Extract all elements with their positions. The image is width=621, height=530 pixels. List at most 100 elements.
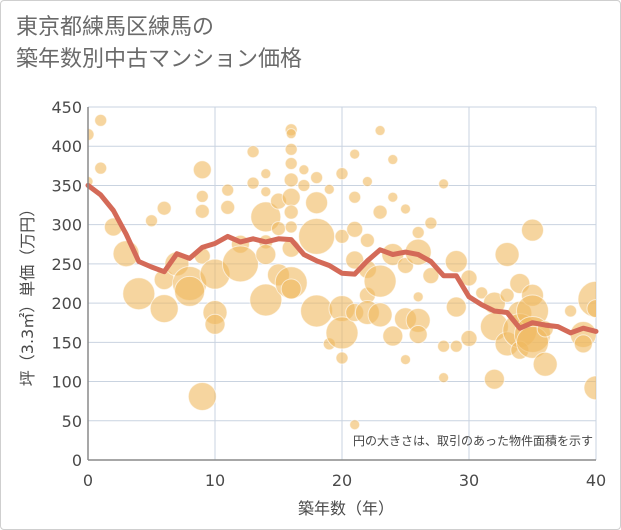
data-bubble: [372, 204, 388, 220]
data-bubble: [445, 296, 467, 318]
data-bubble: [88, 127, 95, 141]
y-tick-label: 50: [62, 412, 82, 431]
data-bubble: [156, 200, 172, 216]
data-bubble: [345, 250, 365, 270]
data-bubble: [400, 203, 411, 215]
chart-title-line-1: 東京都練馬区練馬の: [16, 15, 215, 40]
data-bubble: [346, 220, 364, 238]
data-bubble: [438, 372, 450, 384]
data-bubble: [521, 218, 544, 242]
y-axis-title: 坪（3.3㎡）単価（万円）: [18, 201, 37, 386]
data-bubble: [583, 375, 596, 401]
data-bubble: [408, 324, 428, 344]
data-bubble: [438, 178, 450, 190]
data-bubble: [149, 294, 179, 324]
data-bubble: [284, 220, 298, 234]
data-bubble: [283, 204, 299, 220]
data-bubble: [204, 313, 226, 335]
data-bubble: [298, 217, 336, 255]
data-bubble: [444, 250, 468, 274]
data-bubble: [475, 286, 489, 300]
chart-title-line-2: 築年数別中古マンション価格: [16, 47, 303, 72]
data-bubble: [412, 291, 424, 303]
data-bubble: [194, 203, 210, 219]
data-bubble: [387, 154, 399, 166]
data-bubble: [221, 245, 259, 283]
data-bubble: [122, 277, 156, 311]
data-bubble: [310, 171, 324, 185]
data-bubble: [564, 304, 578, 318]
data-bubble: [483, 368, 505, 390]
data-bubble: [499, 287, 515, 303]
data-bubble: [348, 190, 362, 204]
data-bubble: [187, 381, 217, 411]
y-tick-label: 300: [51, 216, 82, 235]
data-bubble: [359, 232, 375, 248]
y-tick-label: 400: [51, 137, 82, 156]
data-bubble: [387, 191, 399, 203]
data-bubble: [586, 299, 596, 319]
data-bubble: [284, 142, 298, 156]
data-bubble: [361, 176, 373, 188]
chart-title: 東京都練馬区練馬の築年数別中古マンション価格: [16, 12, 302, 76]
bubble-size-note: 円の大きさは、取引のあった物件面積を示す: [353, 433, 593, 448]
x-tick-label: 20: [332, 471, 352, 490]
y-tick-label: 100: [51, 373, 82, 392]
data-bubble: [298, 164, 310, 176]
data-bubble: [283, 172, 299, 188]
data-bubble: [400, 354, 411, 366]
data-bubble: [94, 113, 108, 127]
data-bubble: [260, 168, 272, 180]
data-bubble: [221, 183, 235, 197]
x-tick-label: 10: [205, 471, 225, 490]
data-bubble: [532, 351, 558, 377]
data-bubble: [411, 226, 425, 240]
data-bubble: [246, 145, 260, 159]
data-bubble: [174, 275, 206, 307]
data-bubble: [449, 339, 463, 353]
data-bubble: [367, 302, 393, 328]
x-axis-title: 築年数（年）: [298, 499, 394, 518]
data-bubble: [271, 221, 286, 237]
data-bubble: [260, 186, 272, 198]
y-tick-label: 200: [51, 294, 82, 313]
data-bubble: [300, 294, 334, 328]
data-bubble: [573, 334, 593, 354]
data-bubble: [424, 216, 438, 230]
data-bubble: [94, 161, 108, 175]
data-bubble: [422, 267, 440, 285]
data-bubble: [325, 316, 359, 350]
x-tick-label: 0: [83, 471, 93, 490]
data-bubble: [297, 178, 311, 192]
x-tick-label: 30: [459, 471, 479, 490]
data-bubble: [280, 278, 302, 300]
data-bubble: [335, 351, 349, 365]
data-bubble: [349, 419, 361, 431]
y-tick-label: 150: [51, 333, 82, 352]
data-bubble: [246, 176, 260, 190]
data-bubble: [323, 183, 335, 195]
data-bubble: [335, 167, 349, 181]
x-tick-label: 40: [586, 471, 606, 490]
data-bubble: [255, 243, 277, 265]
y-tick-label: 0: [72, 451, 82, 470]
data-bubble: [460, 269, 478, 287]
data-bubble: [192, 160, 212, 180]
data-bubble: [363, 264, 397, 298]
y-tick-label: 450: [51, 98, 82, 117]
data-bubble: [374, 125, 386, 137]
data-bubble: [220, 199, 236, 215]
data-bubble: [284, 156, 298, 170]
data-bubble: [285, 128, 297, 140]
data-bubble: [195, 189, 209, 203]
data-bubble: [460, 329, 478, 347]
average-price-line: [85, 182, 599, 336]
data-bubble: [382, 325, 404, 347]
y-tick-label: 350: [51, 176, 82, 195]
data-bubble: [305, 191, 329, 215]
data-bubble: [349, 148, 361, 160]
y-tick-label: 250: [51, 255, 82, 274]
data-bubble: [494, 241, 520, 267]
